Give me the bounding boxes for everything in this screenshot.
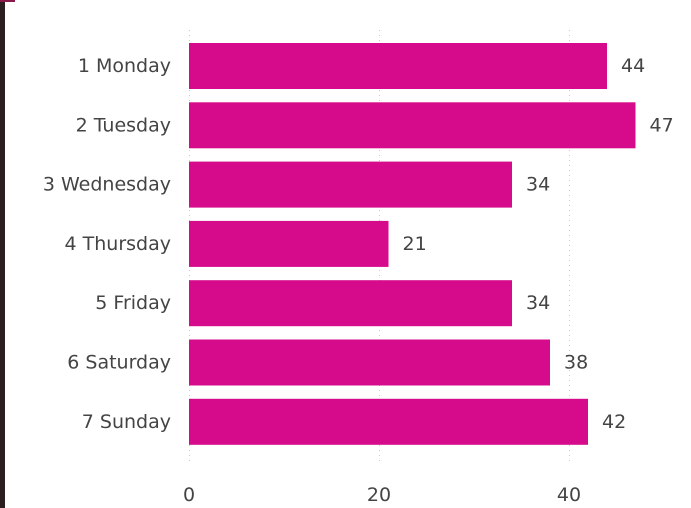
category-label: 5 Friday [95,292,171,314]
bar[interactable] [189,43,607,89]
x-axis-ticks: 0 20 40 [183,484,581,506]
category-label: 1 Monday [78,55,171,77]
category-labels: 1 Monday 2 Tuesday 3 Wednesday 4 Thursday 5 … [43,55,171,433]
bar[interactable] [189,339,550,386]
x-tick-label: 40 [557,484,581,506]
bar[interactable] [189,161,512,208]
category-label: 2 Tuesday [76,114,171,136]
bar[interactable] [189,102,636,149]
category-label: 3 Wednesday [43,174,171,196]
left-edge-border [0,0,5,508]
left-edge-accent [0,0,15,2]
value-labels: 44 47 34 21 34 38 42 [403,55,674,433]
x-tick-label: 0 [183,484,195,506]
bar[interactable] [189,220,389,267]
category-label: 7 Sunday [82,411,171,433]
bar[interactable] [189,280,512,327]
bar[interactable] [189,398,588,445]
category-label: 4 Thursday [65,233,171,255]
data-label: 42 [602,411,626,433]
data-label: 34 [526,292,550,314]
data-label: 44 [621,55,645,77]
bars [189,43,636,445]
category-label: 6 Saturday [67,352,171,374]
x-tick-label: 20 [367,484,391,506]
data-label: 38 [564,352,588,374]
data-label: 34 [526,174,550,196]
data-label: 47 [650,114,674,136]
data-label: 21 [403,233,427,255]
